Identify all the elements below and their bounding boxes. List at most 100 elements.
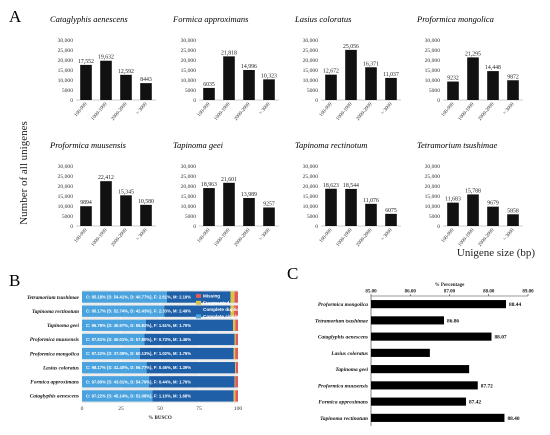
y-tick-label: 15,000: [58, 194, 74, 200]
legend-label: Complete duplicated: [203, 307, 248, 312]
y-tick-label: 10,000: [303, 204, 319, 210]
bar-value-label: 17,552: [78, 59, 94, 65]
y-tick-label: 15,000: [425, 68, 441, 74]
unigene-bar: [120, 74, 132, 100]
panel-a-chart-title: Tapinoma rectinotum: [295, 140, 367, 150]
busco-segment-complete-single: [82, 362, 147, 374]
y-tick-label: 25,000: [425, 174, 441, 180]
busco-bar-label: C: 96.78% (S: 40.97%, D: 55.82%), F: 1.5…: [86, 323, 191, 328]
busco-segment-fragmented: [232, 319, 236, 331]
y-tick-label: 25,000: [303, 48, 319, 54]
unigene-bar: [345, 49, 357, 100]
unigene-bar: [263, 207, 275, 226]
busco-segment-missing: [235, 376, 238, 388]
y-tick-label: 10,000: [303, 78, 319, 84]
species-label: Lasius coloratus: [42, 365, 79, 371]
y-tick-label: 10,000: [181, 204, 197, 210]
bar-value-label: 9257: [263, 201, 275, 207]
unigene-bar: [100, 181, 112, 226]
y-tick-label: 20,000: [181, 58, 197, 64]
busco-segment-missing: [235, 319, 238, 331]
y-tick-label: 0: [70, 98, 73, 104]
bar-value-label: 9872: [507, 74, 519, 80]
unigene-bar: [120, 195, 132, 226]
species-label: Tetramorium tsushimae: [315, 318, 369, 324]
percentage-bar: [371, 365, 470, 374]
bar-value-label: 18,963: [201, 182, 217, 188]
y-tick-label: 30,000: [181, 38, 197, 44]
panel-a-chart-title: Proformica muusensis: [49, 140, 127, 150]
panel-c-title: % Percentage: [435, 283, 466, 288]
species-label: Tapinoma geei: [335, 367, 368, 373]
bar-value-label: 5858: [507, 208, 519, 214]
unigene-bar: [487, 71, 499, 100]
bar-value-label: 21,818: [221, 50, 237, 56]
percentage-bar: [371, 397, 466, 406]
percentage-bar: [371, 300, 507, 309]
y-tick-label: 20,000: [303, 184, 319, 190]
y-tick-label: 0: [193, 98, 196, 104]
y-tick-label: 10,000: [58, 204, 74, 210]
legend-swatch: [196, 294, 201, 298]
busco-segment-missing: [234, 305, 238, 317]
busco-segment-missing: [235, 347, 238, 360]
y-tick-label: 5000: [62, 88, 73, 94]
y-tick-label: 0: [315, 98, 318, 104]
bar-value-label: 6035: [203, 82, 215, 88]
unigene-bar: [385, 213, 397, 226]
busco-bar-label: C: 97.22% (S: 37.09%, D: 60.13%), F: 1.0…: [86, 351, 191, 356]
y-tick-label: 20,000: [303, 58, 319, 64]
unigene-bar: [467, 194, 479, 226]
panel-a-chart-title: Cataglyphis aenescens: [50, 14, 128, 24]
busco-segment-fragmented: [230, 305, 235, 317]
species-label: Cataglyphis aenescens: [30, 394, 79, 400]
unigene-bar: [223, 182, 235, 226]
unigene-bar: [507, 214, 519, 226]
busco-segment-missing: [235, 333, 238, 346]
species-label: Tapinoma rectinotum: [32, 309, 79, 315]
x-tick-label: 88.00: [483, 290, 495, 295]
panel-a-chart-title: Lasius coloratus: [294, 14, 352, 24]
unigene-bar: [345, 188, 357, 226]
panel-b-busco-chart: C: 95.18% (S: 54.41%, D: 40.77%), F: 2.6…: [27, 290, 248, 421]
bar-value-label: 87.72: [481, 383, 493, 389]
y-tick-label: 20,000: [58, 58, 74, 64]
legend-label: Complete single: [203, 314, 239, 319]
species-label: Proformica muusensis: [30, 337, 79, 343]
panel-a-y-axis-label: Number of all unigenes: [18, 121, 30, 225]
busco-segment-complete-duplicated: [146, 362, 236, 374]
bar-value-label: 9894: [80, 200, 92, 206]
bar-value-label: 87.42: [469, 400, 481, 406]
unigene-bar: [203, 188, 215, 226]
unigene-bar: [263, 79, 275, 100]
bar-value-label: 21,295: [465, 51, 481, 57]
unigene-bar: [140, 83, 152, 100]
species-label: Tapinoma geei: [47, 323, 80, 329]
busco-segment-complete-single: [82, 291, 167, 303]
bar-value-label: 10,323: [261, 73, 277, 79]
species-label: Tetramorium tsushimae: [27, 295, 80, 301]
species-label: Cataglyphis aenescens: [318, 335, 368, 341]
busco-segment-fragmented: [234, 376, 236, 388]
y-tick-label: 15,000: [303, 68, 319, 74]
bar-value-label: 9232: [447, 76, 459, 82]
percentage-bar: [371, 413, 505, 422]
unigene-bar: [447, 202, 459, 226]
bar-value-label: 13,989: [241, 192, 257, 198]
y-tick-label: 0: [437, 224, 440, 230]
bar-value-label: 9679: [487, 201, 499, 207]
panel-b-letter: B: [9, 271, 20, 290]
busco-segment-missing: [234, 291, 238, 303]
busco-segment-complete-single: [82, 305, 165, 317]
percentage-bar: [371, 332, 492, 341]
x-tick-label: 87.00: [444, 290, 456, 295]
percentage-bar: [371, 316, 445, 325]
busco-bar-label: C: 97.81% (S: 40.01%, D: 57.80%), F: 0.7…: [86, 337, 191, 342]
y-tick-label: 30,000: [303, 164, 319, 170]
unigene-bar: [140, 204, 152, 226]
y-tick-label: 30,000: [425, 164, 441, 170]
bar-value-label: 15,788: [465, 188, 481, 194]
y-tick-label: 30,000: [58, 38, 74, 44]
legend-swatch: [196, 314, 201, 319]
busco-segment-fragmented: [234, 333, 236, 346]
